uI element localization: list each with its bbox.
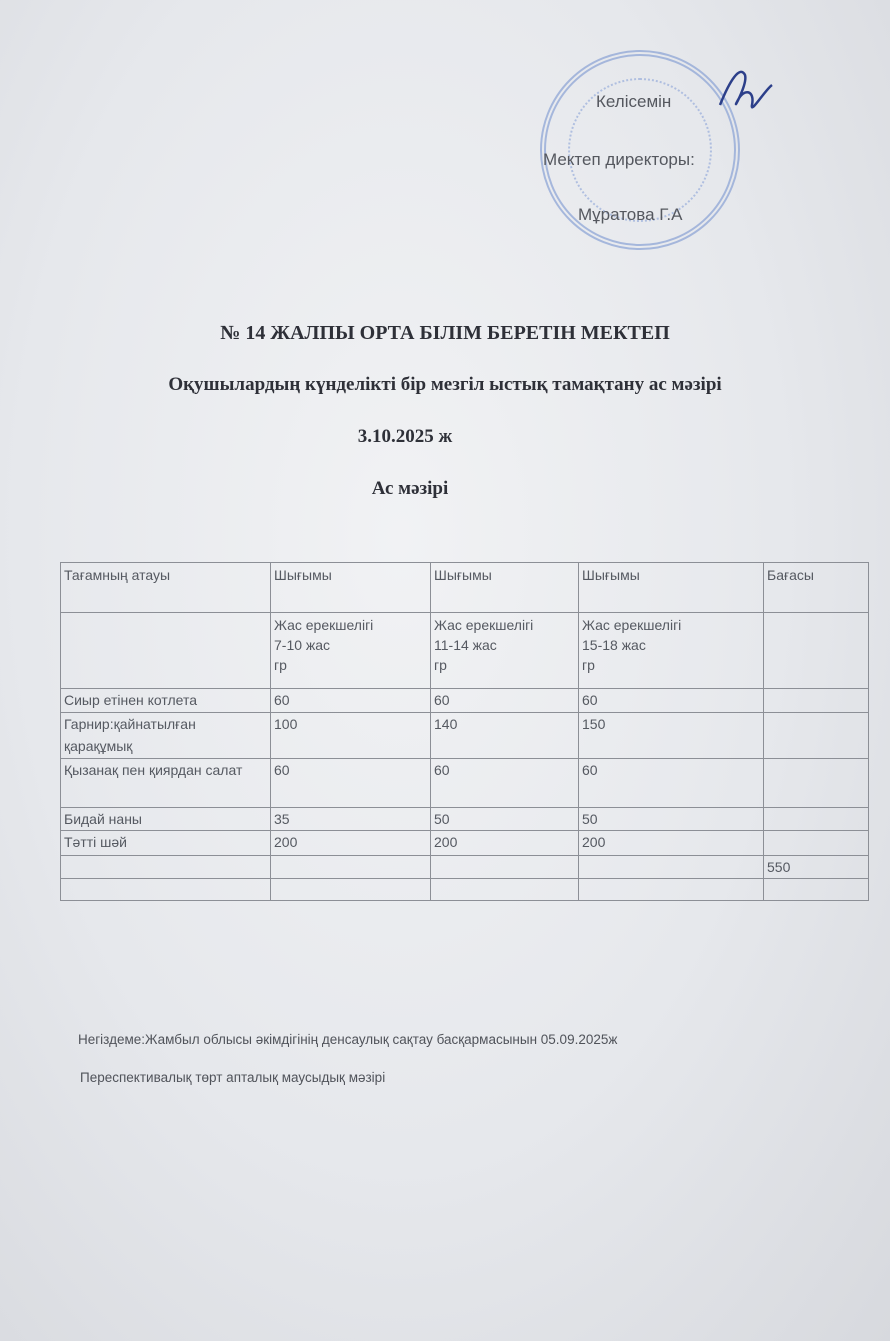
approval-name: Мұратова Г.А: [578, 205, 683, 224]
price-cell: [763, 688, 869, 713]
table-row: Қызанақ пен қиярдан салат 60 60 60: [60, 758, 869, 808]
dish-name-cell: [60, 878, 271, 901]
portion-cell: 200: [578, 830, 764, 856]
portion-cell: [270, 855, 431, 879]
price-cell: [763, 807, 869, 831]
price-cell: [763, 830, 869, 856]
table-row: [60, 878, 869, 901]
menu-subtitle: Оқушылардың күнделікті бір мезгіл ыстық …: [168, 374, 722, 395]
price-cell: 550: [763, 855, 869, 879]
header-cell: Бағасы: [763, 562, 869, 613]
menu-table: Тағамның атауы Шығымы Шығымы Шығымы Баға…: [60, 562, 869, 901]
table-row: Сиыр етінен котлета 60 60 60: [60, 688, 869, 713]
portion-cell: 60: [270, 688, 431, 713]
header-cell: Шығымы: [578, 562, 764, 613]
menu-reference: Переспективалық төрт апталық маусыдық мә…: [80, 1070, 386, 1085]
dish-name-cell: Қызанақ пен қиярдан салат: [60, 758, 271, 808]
portion-cell: 200: [270, 830, 431, 856]
school-title: № 14 ЖАЛПЫ ОРТА БІЛІМ БЕРЕТІН МЕКТЕП: [220, 322, 670, 344]
dish-name-cell: [60, 855, 271, 879]
dish-name-cell: Гарнир:қайнатылған қарақұмық: [60, 712, 271, 759]
age-group-cell: Жас ерекшелігі 7-10 жас гр: [270, 612, 431, 689]
dish-name-cell: Бидай наны: [60, 807, 271, 831]
portion-cell: 35: [270, 807, 431, 831]
menu-title: Ас мәзірі: [371, 478, 449, 499]
age-group-row: Жас ерекшелігі 7-10 жас гр Жас ерекшелігі 1…: [60, 612, 869, 689]
portion-cell: 60: [430, 688, 579, 713]
header-cell: Шығымы: [430, 562, 579, 613]
table-row: Гарнир:қайнатылған қарақұмық 100 140 150: [60, 712, 869, 759]
header-cell: Тағамның атауы: [60, 562, 271, 613]
portion-cell: 60: [270, 758, 431, 808]
age-group-cell: Жас ерекшелігі 11-14 жас гр: [430, 612, 579, 689]
portion-cell: 150: [578, 712, 764, 759]
table-row: Тәтті шәй 200 200 200: [60, 830, 869, 856]
portion-cell: 50: [430, 807, 579, 831]
price-cell: [763, 758, 869, 808]
basis-note: Негіздеме:Жамбыл облысы әкімдігінің денс…: [78, 1032, 618, 1047]
menu-date: 3.10.2025 ж: [357, 426, 453, 447]
signature: [718, 70, 773, 109]
portion-cell: 60: [578, 758, 764, 808]
price-cell: [763, 878, 869, 901]
official-stamp: [540, 50, 740, 250]
portion-cell: [430, 878, 579, 901]
age-group-cell: Жас ерекшелігі 15-18 жас гр: [578, 612, 764, 689]
portion-cell: 140: [430, 712, 579, 759]
portion-cell: 100: [270, 712, 431, 759]
portion-cell: 60: [430, 758, 579, 808]
dish-name-cell: Тәтті шәй: [60, 830, 271, 856]
table-header-row: Тағамның атауы Шығымы Шығымы Шығымы Баға…: [60, 562, 869, 613]
header-cell: Шығымы: [270, 562, 431, 613]
price-cell: [763, 712, 869, 759]
portion-cell: 50: [578, 807, 764, 831]
table-row: Бидай наны 35 50 50: [60, 807, 869, 831]
portion-cell: 200: [430, 830, 579, 856]
portion-cell: [430, 855, 579, 879]
portion-cell: [270, 878, 431, 901]
portion-cell: [578, 878, 764, 901]
dish-name-cell: Сиыр етінен котлета: [60, 688, 271, 713]
portion-cell: [578, 855, 764, 879]
approval-agreed: Келісемін: [596, 92, 672, 111]
table-row: 550: [60, 855, 869, 879]
portion-cell: 60: [578, 688, 764, 713]
approval-position: Мектеп директоры:: [543, 150, 695, 169]
